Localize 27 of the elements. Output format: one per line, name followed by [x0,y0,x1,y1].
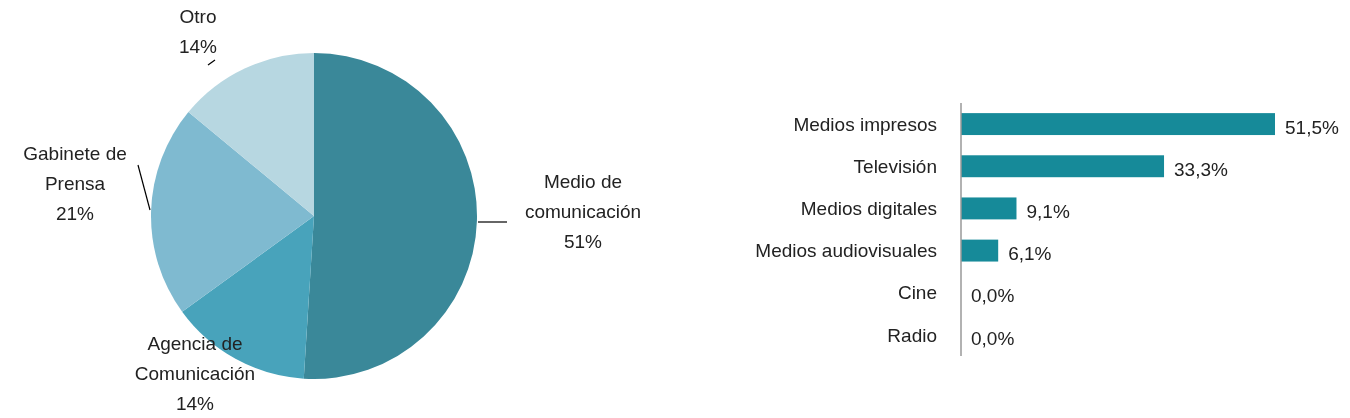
pie-slice [151,112,314,312]
data-label: 6,1% [1008,243,1052,265]
y-tick-label: Medios digitales [800,198,937,220]
data-label: 21% [55,203,95,224]
data-label: 14% [175,393,215,414]
slice-label: Gabinete de Prensa [23,143,127,194]
bar [961,113,1275,136]
data-label: 9,1% [1026,201,1070,223]
data-label: 51% [563,231,603,252]
y-tick-label: Medios impresos [793,113,937,135]
bar [961,197,1017,220]
data-label: 0,0% [971,327,1015,349]
y-tick-label: Medios audiovisuales [755,240,937,262]
data-label: 14% [178,36,218,57]
slice-label: Otro [179,6,217,27]
y-tick-label: Cine [897,282,937,304]
y-tick-label: Radio [887,324,937,346]
y-tick-label: Televisión [853,155,937,177]
slice-label: Agencia de Comunicación [134,333,256,384]
pie-slice [188,53,314,216]
data-label: 33,3% [1174,158,1229,180]
data-label: 0,0% [971,285,1015,307]
bar [961,239,999,262]
bar [961,155,1165,178]
data-label: 51,5% [1285,116,1339,138]
pie-slice [303,53,477,379]
slice-label: Medio de comunicación [524,171,642,222]
